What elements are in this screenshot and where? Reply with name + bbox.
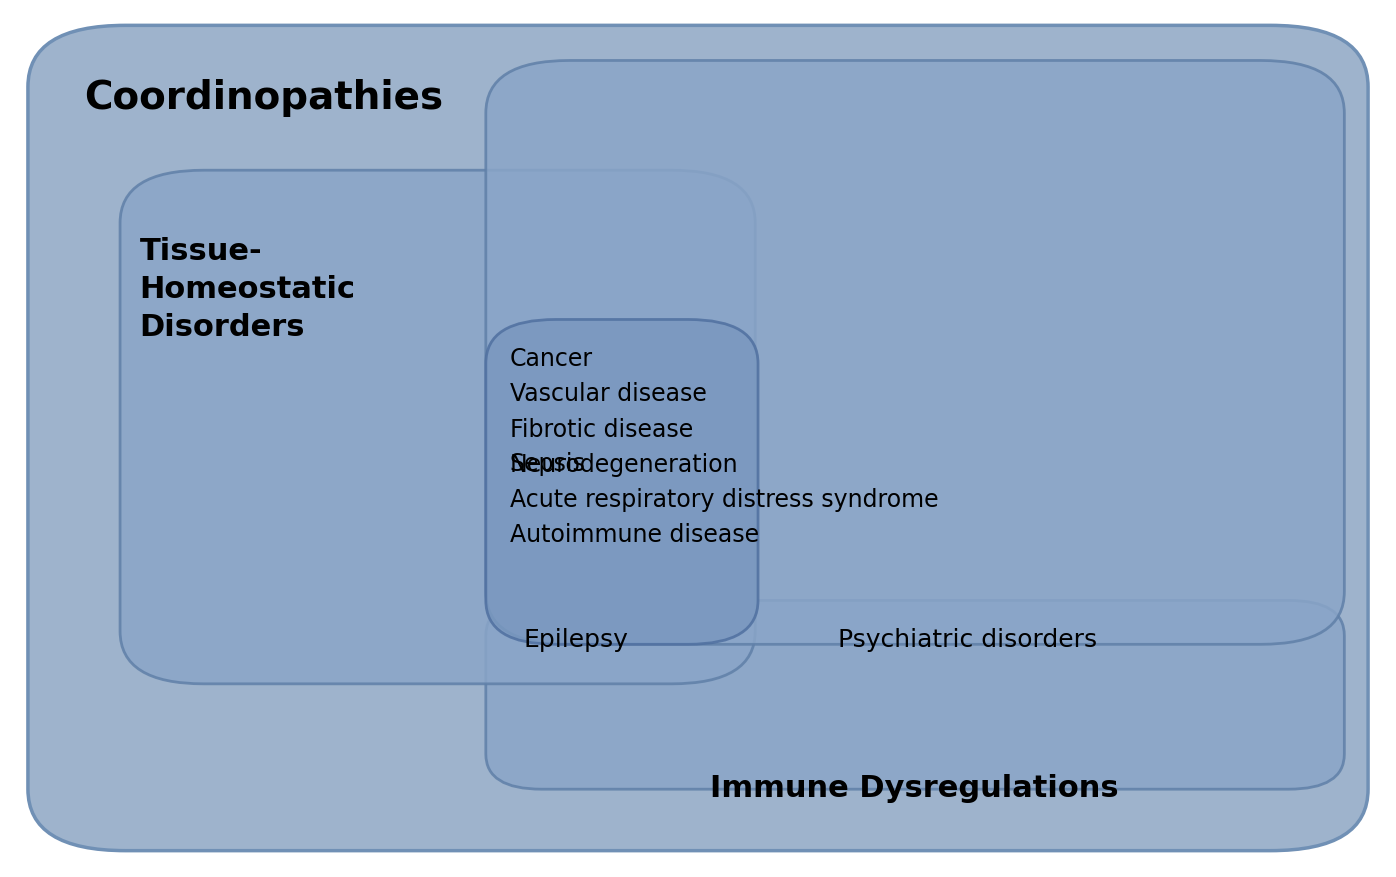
Text: Sepsis
Acute respiratory distress syndrome
Autoimmune disease: Sepsis Acute respiratory distress syndro…: [510, 452, 938, 546]
FancyBboxPatch shape: [486, 61, 1344, 645]
Text: Coordinopathies: Coordinopathies: [84, 79, 443, 117]
Text: Epilepsy: Epilepsy: [524, 627, 628, 651]
FancyBboxPatch shape: [486, 320, 758, 645]
FancyBboxPatch shape: [486, 601, 1344, 789]
Text: Immune Dysregulations: Immune Dysregulations: [711, 774, 1118, 802]
FancyBboxPatch shape: [28, 26, 1368, 851]
Text: Psychiatric disorders: Psychiatric disorders: [838, 627, 1097, 651]
Text: Tissue-
Homeostatic
Disorders: Tissue- Homeostatic Disorders: [140, 237, 356, 342]
Text: Cancer
Vascular disease
Fibrotic disease
Neurodegeneration: Cancer Vascular disease Fibrotic disease…: [510, 346, 738, 476]
FancyBboxPatch shape: [120, 171, 755, 684]
